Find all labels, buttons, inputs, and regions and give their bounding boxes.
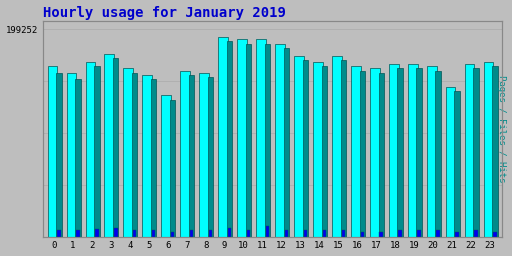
Bar <box>67 73 76 237</box>
Bar <box>483 62 494 237</box>
Bar <box>436 230 440 237</box>
Bar <box>113 58 118 237</box>
Bar <box>304 230 307 237</box>
Bar <box>340 60 346 237</box>
Bar <box>266 226 269 237</box>
Bar <box>170 100 175 237</box>
Bar <box>313 62 323 237</box>
Bar <box>426 66 437 237</box>
Bar <box>397 68 403 237</box>
Bar <box>123 68 133 237</box>
Bar <box>48 66 57 237</box>
Bar <box>417 230 421 237</box>
Bar <box>57 230 61 237</box>
Bar <box>408 64 418 237</box>
Bar <box>359 71 365 237</box>
Bar <box>209 230 212 237</box>
Bar <box>132 73 137 237</box>
Bar <box>389 64 399 237</box>
Bar <box>398 230 402 237</box>
Bar <box>303 60 308 237</box>
Bar <box>227 41 232 237</box>
Bar <box>180 71 190 237</box>
Bar <box>285 230 288 237</box>
Bar <box>114 228 118 237</box>
Bar <box>75 79 80 237</box>
Bar <box>473 68 479 237</box>
Bar <box>94 66 99 237</box>
Bar <box>247 230 250 237</box>
Bar <box>246 44 251 237</box>
Bar <box>256 39 266 237</box>
Bar <box>104 54 114 237</box>
Bar <box>152 230 156 237</box>
Bar <box>360 232 364 237</box>
Bar <box>275 44 285 237</box>
Bar <box>445 87 456 237</box>
Bar <box>455 232 459 237</box>
Bar <box>378 73 384 237</box>
Bar <box>265 44 270 237</box>
Bar <box>435 71 441 237</box>
Bar <box>493 232 497 237</box>
Bar <box>454 91 460 237</box>
Bar <box>56 73 61 237</box>
Y-axis label: Pages / Files / Hits: Pages / Files / Hits <box>498 75 506 183</box>
Bar <box>237 39 247 237</box>
Bar <box>332 56 342 237</box>
Bar <box>370 68 380 237</box>
Bar <box>208 77 213 237</box>
Bar <box>323 230 326 237</box>
Bar <box>189 75 194 237</box>
Bar <box>492 66 498 237</box>
Bar <box>379 232 383 237</box>
Bar <box>86 62 95 237</box>
Bar <box>284 48 289 237</box>
Bar <box>76 230 80 237</box>
Bar <box>416 68 422 237</box>
Bar <box>190 230 194 237</box>
Bar <box>151 79 156 237</box>
Bar <box>294 56 304 237</box>
Bar <box>474 230 478 237</box>
Bar <box>142 75 152 237</box>
Bar <box>171 232 175 237</box>
Bar <box>351 66 360 237</box>
Bar <box>133 230 137 237</box>
Bar <box>161 95 171 237</box>
Bar <box>464 64 475 237</box>
Bar <box>342 230 345 237</box>
Bar <box>218 37 228 237</box>
Bar <box>199 73 209 237</box>
Bar <box>322 66 327 237</box>
Text: Hourly usage for January 2019: Hourly usage for January 2019 <box>42 6 286 19</box>
Bar <box>95 229 99 237</box>
Bar <box>228 228 231 237</box>
